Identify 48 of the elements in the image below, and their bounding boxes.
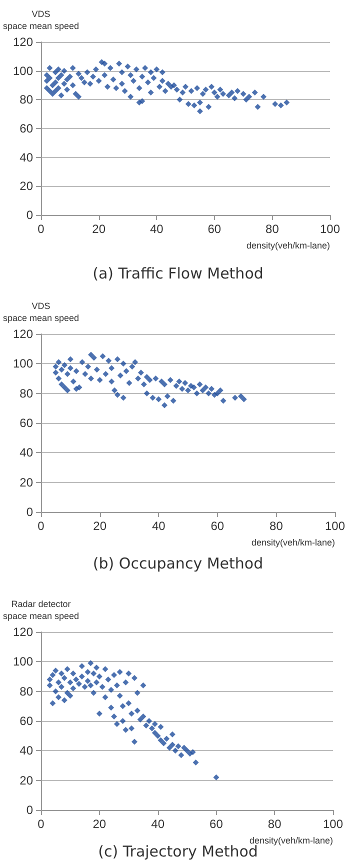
x-tick-label: 100: [324, 519, 346, 533]
x-tick-label: 20: [92, 222, 106, 236]
y-tick-label: 60: [20, 416, 34, 430]
x-tick-label: 0: [38, 222, 45, 236]
y-tick-label: 60: [20, 122, 34, 136]
x-tick-label: 0: [38, 519, 45, 533]
x-axis-title: density(veh/km-lane): [251, 538, 336, 548]
x-tick-label: 60: [210, 817, 224, 831]
y-tick-label: 40: [20, 744, 34, 758]
x-axis-title: density(veh/km-lane): [246, 240, 330, 250]
y-tick-label: 20: [20, 179, 34, 194]
x-tick-label: 100: [322, 817, 344, 831]
y-axis-title: VDS space mean speed: [2, 9, 80, 31]
x-tick-label: 20: [92, 817, 106, 831]
y-axis-title: Radar detector space mean speed: [2, 599, 80, 621]
x-tick-label: 60: [210, 519, 224, 533]
x-axis-title: density(veh/km-lane): [249, 836, 334, 846]
y-tick-label: 100: [12, 356, 34, 371]
y-tick-label: 80: [20, 684, 34, 698]
x-tick-label: 20: [93, 519, 107, 533]
x-tick-label: 80: [266, 222, 280, 236]
x-tick-label: 80: [268, 817, 282, 831]
y-tick-label: 40: [20, 446, 34, 460]
y-tick-label: 100: [12, 64, 34, 78]
x-tick-label: 40: [151, 817, 165, 831]
y-tick-label: 60: [20, 714, 34, 728]
x-tick-label: 60: [208, 222, 222, 236]
x-tick-label: 40: [152, 519, 166, 533]
x-tick-label: 100: [320, 222, 340, 236]
y-tick-label: 120: [12, 327, 34, 341]
text: (a) Traffic Flow Method: [92, 264, 264, 282]
x-tick-label: 80: [270, 519, 284, 533]
y-tick-label: 120: [12, 625, 34, 639]
y-tick-label: 0: [26, 208, 34, 222]
y-tick-label: 20: [20, 773, 34, 788]
y-tick-label: 0: [26, 803, 34, 817]
y-tick-label: 40: [20, 150, 34, 164]
y-tick-label: 80: [20, 386, 34, 400]
y-tick-label: 0: [26, 505, 34, 519]
y-tick-label: 120: [12, 35, 34, 49]
y-tick-label: 80: [20, 92, 34, 107]
y-tick-label: 20: [20, 475, 34, 490]
text: (c) Trajectory Method: [98, 842, 258, 860]
y-axis-title: VDS space mean speed: [2, 301, 80, 323]
y-tick-label: 100: [12, 654, 34, 669]
text: (b) Occupancy Method: [92, 554, 264, 572]
x-tick-label: 0: [38, 817, 45, 831]
x-tick-label: 40: [150, 222, 164, 236]
